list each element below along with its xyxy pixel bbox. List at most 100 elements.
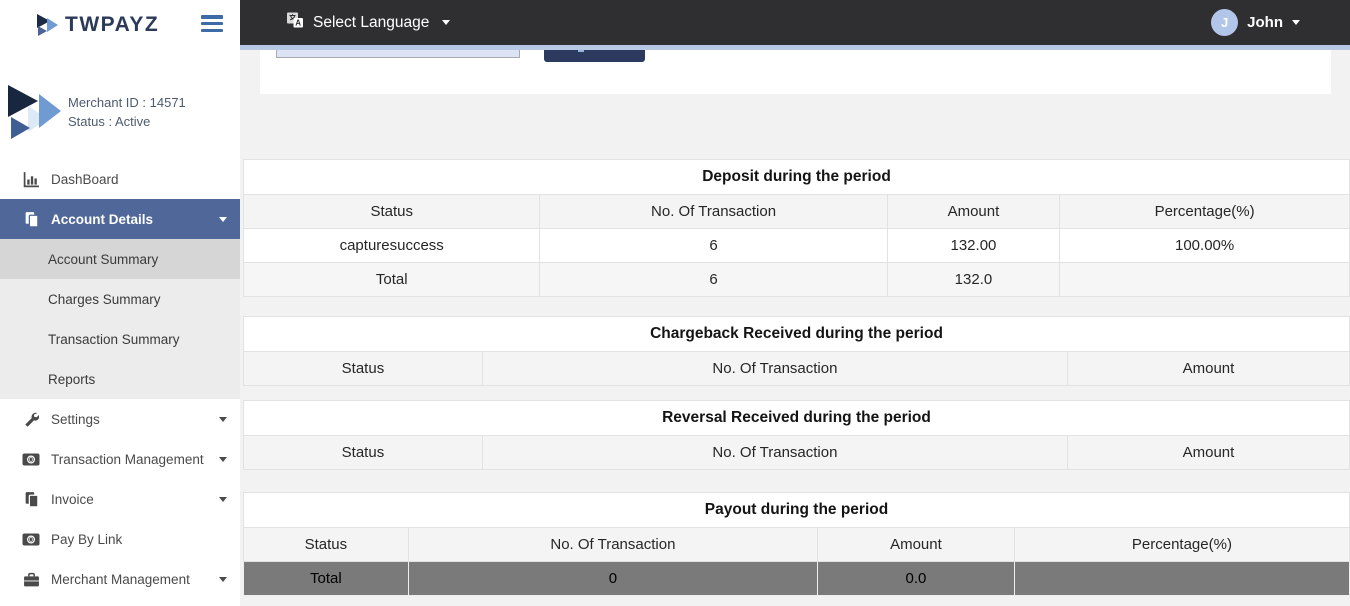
sidebar-item-merchant-management[interactable]: Merchant Management: [0, 559, 240, 599]
column-header: Amount: [886, 194, 1061, 229]
table-cell: Total: [242, 262, 541, 297]
sidebar-item-label: Transaction Management: [51, 451, 204, 467]
column-header: Status: [243, 351, 483, 386]
sidebar-item-dashboard[interactable]: DashBoard: [0, 159, 240, 199]
svg-text:0: 0: [29, 457, 33, 464]
sidebar-item-invoice[interactable]: Invoice: [0, 479, 240, 519]
column-header: Percentage(%): [1013, 527, 1350, 562]
panel-top-strip: [240, 45, 1350, 50]
sidebar-item-account-summary[interactable]: Account Summary: [0, 239, 240, 279]
table-cell: 6: [539, 262, 888, 297]
merchant-id-label: Merchant ID : 14571: [68, 95, 186, 110]
table-header-row: Status No. Of Transaction Amount: [243, 435, 1350, 470]
table-header-row: Status No. Of Transaction Amount Percent…: [242, 194, 1350, 229]
column-header: No. Of Transaction: [481, 435, 1068, 470]
sidebar: TWPAYZ Merchant ID : 14571 Status : Acti…: [0, 0, 240, 606]
table-cell: 6: [539, 228, 888, 263]
chevron-down-icon: [1292, 20, 1300, 25]
reversal-table-section: Reversal Received during the period Stat…: [243, 400, 1350, 470]
svg-text:0: 0: [29, 537, 33, 544]
language-label: Select Language: [313, 13, 430, 31]
table-cell: [1013, 561, 1350, 596]
sidebar-item-reports[interactable]: Reports: [0, 359, 240, 399]
merchant-triangles-icon: [8, 85, 61, 139]
table-title: Deposit during the period: [243, 159, 1350, 195]
submenu-item-label: Account Summary: [48, 251, 159, 267]
chevron-down-icon: [219, 496, 227, 502]
merchant-info: Merchant ID : 14571 Status : Active: [0, 85, 240, 139]
column-header: No. Of Transaction: [539, 194, 888, 229]
chargeback-table-section: Chargeback Received during the period St…: [243, 316, 1350, 386]
deposit-table: Deposit during the period Status No. Of …: [242, 159, 1350, 297]
search-button[interactable]: [544, 50, 645, 62]
table-title: Payout during the period: [243, 492, 1350, 528]
bar-chart-icon: [22, 170, 40, 188]
main-content: Deposit during the period Status No. Of …: [240, 45, 1350, 606]
hamburger-menu-icon[interactable]: [201, 15, 223, 32]
sidebar-item-label: Account Details: [51, 211, 154, 227]
column-header: Amount: [1066, 351, 1350, 386]
deposit-table-section: Deposit during the period Status No. Of …: [242, 159, 1350, 297]
sidebar-item-pay-by-link[interactable]: 0 Pay By Link: [0, 519, 240, 559]
logo-text: TWPAYZ: [65, 13, 160, 36]
column-header: Percentage(%): [1059, 194, 1350, 229]
search-panel: [260, 50, 1331, 94]
table-title: Chargeback Received during the period: [243, 316, 1350, 352]
table-cell: 0.0: [817, 561, 1015, 596]
table-cell: 132.0: [886, 262, 1061, 297]
user-name: John: [1247, 14, 1283, 31]
table-row-total: Total 0 0.0: [243, 561, 1350, 596]
wrench-icon: [22, 410, 40, 428]
reversal-table: Reversal Received during the period Stat…: [243, 400, 1350, 470]
twpayz-logo[interactable]: TWPAYZ: [37, 13, 159, 37]
table-cell: capturesuccess: [242, 228, 541, 263]
sidebar-item-settings[interactable]: Settings: [0, 399, 240, 439]
banknote-icon: 0: [22, 450, 40, 468]
table-row: capturesuccess 6 132.00 100.00%: [242, 228, 1350, 263]
column-header: No. Of Transaction: [407, 527, 819, 562]
sidebar-item-transaction-summary[interactable]: Transaction Summary: [0, 319, 240, 359]
sidebar-item-label: Settings: [51, 411, 100, 427]
submenu-item-label: Charges Summary: [48, 291, 161, 307]
briefcase-icon: [22, 570, 40, 588]
table-cell: 100.00%: [1059, 228, 1350, 263]
table-cell: [1059, 262, 1350, 297]
sidebar-item-charges-summary[interactable]: Charges Summary: [0, 279, 240, 319]
sidebar-item-label: Pay By Link: [51, 531, 123, 547]
sidebar-item-label: Invoice: [51, 491, 94, 507]
translate-icon: A: [286, 11, 304, 34]
chevron-down-icon: [219, 416, 227, 422]
payout-table: Payout during the period Status No. Of T…: [243, 492, 1350, 596]
sidebar-item-transaction-management[interactable]: 0 Transaction Management: [0, 439, 240, 479]
avatar: J: [1211, 9, 1239, 36]
table-cell: 0: [407, 561, 819, 596]
chevron-down-icon: [219, 216, 227, 222]
submenu-item-label: Reports: [48, 371, 96, 387]
column-header: Status: [242, 194, 541, 229]
account-details-submenu: Account Summary Charges Summary Transact…: [0, 239, 240, 399]
sidebar-item-label: DashBoard: [51, 171, 119, 187]
user-menu[interactable]: J John: [1211, 9, 1300, 36]
search-icon: [578, 50, 584, 52]
chevron-down-icon: [219, 456, 227, 462]
column-header: No. Of Transaction: [481, 351, 1068, 386]
table-header-row: Status No. Of Transaction Amount Percent…: [243, 527, 1350, 562]
column-header: Status: [243, 527, 409, 562]
table-title: Reversal Received during the period: [243, 400, 1350, 436]
chargeback-table: Chargeback Received during the period St…: [243, 316, 1350, 386]
table-cell: 132.00: [886, 228, 1061, 263]
table-header-row: Status No. Of Transaction Amount: [243, 351, 1350, 386]
language-selector[interactable]: A Select Language: [286, 11, 451, 34]
merchant-status-label: Status : Active: [68, 114, 151, 129]
sidebar-item-account-details[interactable]: Account Details: [0, 199, 240, 239]
submenu-item-label: Transaction Summary: [48, 331, 180, 347]
svg-text:A: A: [295, 18, 301, 27]
sidebar-nav: DashBoard Account Details Account Summar…: [0, 159, 240, 599]
logo-triangles-icon: [37, 13, 59, 37]
chevron-down-icon: [219, 576, 227, 582]
payout-table-section: Payout during the period Status No. Of T…: [243, 492, 1350, 596]
sidebar-item-label: Merchant Management: [51, 571, 190, 587]
search-input[interactable]: [276, 50, 520, 58]
column-header: Status: [243, 435, 483, 470]
